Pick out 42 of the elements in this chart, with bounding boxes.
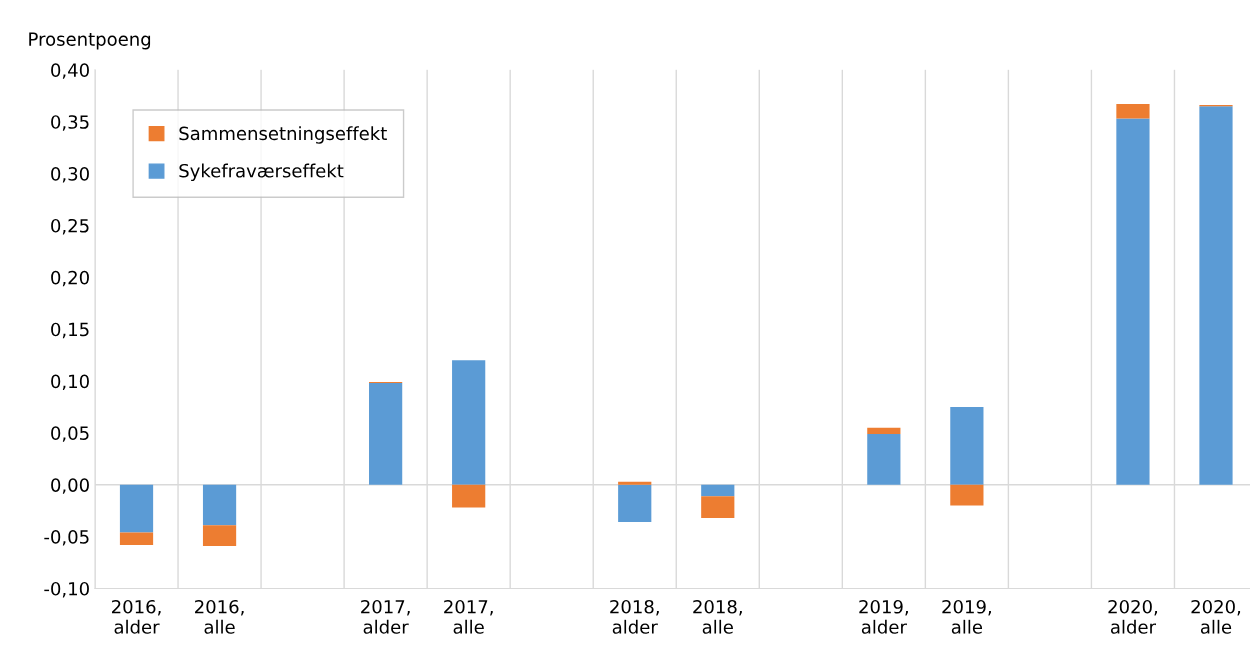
bar — [202, 525, 237, 546]
bar — [618, 481, 652, 485]
bar — [867, 433, 901, 485]
y-tick-label: 0,20 — [51, 270, 89, 287]
bar — [701, 484, 735, 497]
bar — [867, 427, 901, 434]
bar — [618, 484, 652, 523]
y-tick-label: 0,40 — [51, 63, 89, 79]
bar — [452, 484, 486, 508]
x-tick-label: 2016, alle — [195, 599, 244, 634]
y-tick-label: 0,25 — [51, 218, 89, 235]
x-tick-label: 2020, alder — [1108, 599, 1158, 634]
x-tick-label: 2019, alle — [942, 599, 991, 634]
bar — [119, 484, 154, 533]
x-tick-label: 2018, alder — [610, 599, 659, 634]
x-tick-label: 2018, alle — [693, 599, 742, 634]
bar — [1116, 118, 1150, 485]
bar — [369, 383, 403, 485]
y-tick-label: 0,10 — [51, 374, 89, 390]
bar — [452, 360, 486, 485]
x-tick-label: 2020, alle — [1191, 599, 1241, 634]
legend-label: Sammensetningseffekt — [179, 126, 387, 144]
y-tick-label: -0,10 — [44, 581, 89, 598]
bar — [950, 484, 984, 506]
bar — [950, 406, 984, 485]
y-tick-label: 0,30 — [51, 167, 89, 183]
y-tick-label: 0,35 — [51, 115, 89, 131]
x-tick-label: 2017, alle — [444, 599, 493, 634]
bar — [701, 496, 735, 518]
x-tick-label: 2019, alder — [859, 599, 908, 634]
y-tick-label: 0,00 — [51, 478, 89, 494]
y-tick-label: 0,15 — [51, 322, 89, 339]
bar — [1199, 106, 1233, 485]
bar — [202, 484, 237, 526]
x-tick-label: 2017, alder — [361, 599, 410, 634]
y-tick-label: 0,05 — [51, 426, 89, 442]
bar — [1116, 104, 1150, 119]
legend-label: Sykefraværseffekt — [179, 163, 344, 182]
y-axis-title: Prosentpoeng — [29, 32, 151, 50]
y-tick-label: -0,05 — [44, 530, 89, 546]
bar — [119, 532, 154, 545]
x-tick-label: 2016, alder — [112, 599, 161, 634]
